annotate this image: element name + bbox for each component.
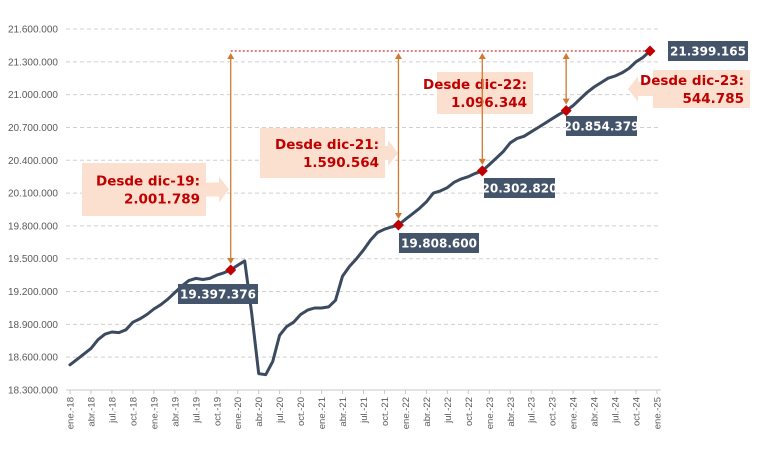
x-tick-label: ene.-19 xyxy=(149,397,160,429)
x-tick-label: abr.-21 xyxy=(338,397,349,427)
callout-value: 1.096.344 xyxy=(451,95,527,111)
y-tick-label: 18.600.000 xyxy=(8,353,58,364)
highlight-marker xyxy=(225,264,237,276)
callout-arrow-right xyxy=(385,140,398,166)
x-tick-label: ene.-18 xyxy=(66,397,77,429)
x-tick-label: abr.-19 xyxy=(170,397,181,427)
callout-title: Desde dic-19: xyxy=(96,174,200,190)
x-tick-label: jul.-22 xyxy=(443,397,454,424)
x-tick-label: jul.-24 xyxy=(611,397,622,424)
callout-box xyxy=(653,70,750,108)
callout-title: Desde dic-21: xyxy=(275,137,379,153)
arrow-head-up xyxy=(227,52,235,59)
arrow-head-up xyxy=(562,52,570,59)
callout-4: Desde dic-23: 544.785 xyxy=(628,70,750,108)
arrow-head-up xyxy=(394,52,402,59)
x-tick-label: jul.-23 xyxy=(527,397,538,424)
highlight-marker xyxy=(392,219,404,231)
arrow-head-down xyxy=(394,212,402,219)
x-tick-label: ene.-22 xyxy=(401,397,412,429)
callout-title: Desde dic-23: xyxy=(640,73,744,89)
x-tick-label: abr.-20 xyxy=(254,397,265,427)
x-tick-label: abr.-22 xyxy=(422,397,433,427)
x-tick-label: oct.-18 xyxy=(128,397,139,426)
x-tick-label: ene.-20 xyxy=(233,397,244,429)
series-line xyxy=(68,49,652,377)
callout-value: 544.785 xyxy=(683,91,745,107)
x-tick-label: oct.-21 xyxy=(380,397,391,426)
y-tick-label: 21.300.000 xyxy=(8,57,58,68)
highlight-marker xyxy=(644,45,656,57)
x-tick-label: oct.-22 xyxy=(464,397,475,426)
callout-arrow-right xyxy=(206,176,229,203)
highlight-marker xyxy=(476,165,488,177)
x-tick-label: ene.-24 xyxy=(569,397,580,429)
x-tick-label: ene.-23 xyxy=(485,397,496,429)
callout-box xyxy=(437,72,533,114)
value-label: 19.397.376 xyxy=(180,288,256,302)
callout-box xyxy=(82,163,206,216)
callout-arrow-left xyxy=(628,76,653,102)
y-tick-label: 19.500.000 xyxy=(8,254,58,265)
x-tick-label: jul.-19 xyxy=(191,397,202,424)
x-tick-label: ene.-25 xyxy=(653,397,664,429)
callout-3: Desde dic-22: 1.096.344 xyxy=(423,72,533,114)
arrow-head-down xyxy=(227,257,235,264)
y-tick-label: 19.200.000 xyxy=(8,287,58,298)
arrow-head-up xyxy=(478,52,486,59)
x-tick-label: jul.-18 xyxy=(107,397,118,424)
callout-1: Desde dic-19: 2.001.789 xyxy=(82,163,229,216)
value-label: 21.399.165 xyxy=(670,45,746,59)
callout-title: Desde dic-22: xyxy=(423,77,527,93)
x-tick-label: abr.-18 xyxy=(86,397,97,427)
x-tick-label: oct.-19 xyxy=(212,397,223,426)
y-tick-label: 20.700.000 xyxy=(8,123,58,134)
x-tick-label: abr.-24 xyxy=(590,397,601,427)
x-tick-label: jul.-21 xyxy=(359,397,370,424)
y-tick-label: 18.300.000 xyxy=(8,386,58,397)
highlight-marker xyxy=(560,105,572,117)
value-label: 20.302.820 xyxy=(482,182,558,196)
value-label-box xyxy=(566,116,637,136)
y-tick-label: 21.000.000 xyxy=(8,90,58,101)
y-tick-label: 19.800.000 xyxy=(8,221,58,232)
y-tick-label: 21.600.000 xyxy=(8,25,58,36)
value-label: 20.854.379 xyxy=(564,120,640,134)
value-label-box xyxy=(399,233,479,253)
x-tick-label: oct.-23 xyxy=(548,397,559,426)
x-tick-label: oct.-24 xyxy=(632,397,643,426)
callout-value: 1.590.564 xyxy=(303,155,379,171)
x-tick-label: abr.-23 xyxy=(506,397,517,427)
callout-box xyxy=(260,128,385,178)
value-label-box xyxy=(178,284,258,304)
x-tick-label: oct.-20 xyxy=(296,397,307,426)
x-tick-label: ene.-21 xyxy=(317,397,328,429)
value-label-box xyxy=(668,41,748,61)
value-label-box xyxy=(484,178,555,198)
value-label: 19.808.600 xyxy=(401,237,477,251)
callout-2: Desde dic-21: 1.590.564 xyxy=(260,128,398,178)
arrow-head-down xyxy=(562,98,570,105)
y-tick-label: 20.400.000 xyxy=(8,156,58,167)
y-tick-label: 20.100.000 xyxy=(8,189,58,200)
arrow-head-down xyxy=(478,158,486,165)
x-tick-label: jul.-20 xyxy=(275,397,286,424)
callout-value: 2.001.789 xyxy=(124,192,200,208)
y-tick-label: 18.900.000 xyxy=(8,320,58,331)
